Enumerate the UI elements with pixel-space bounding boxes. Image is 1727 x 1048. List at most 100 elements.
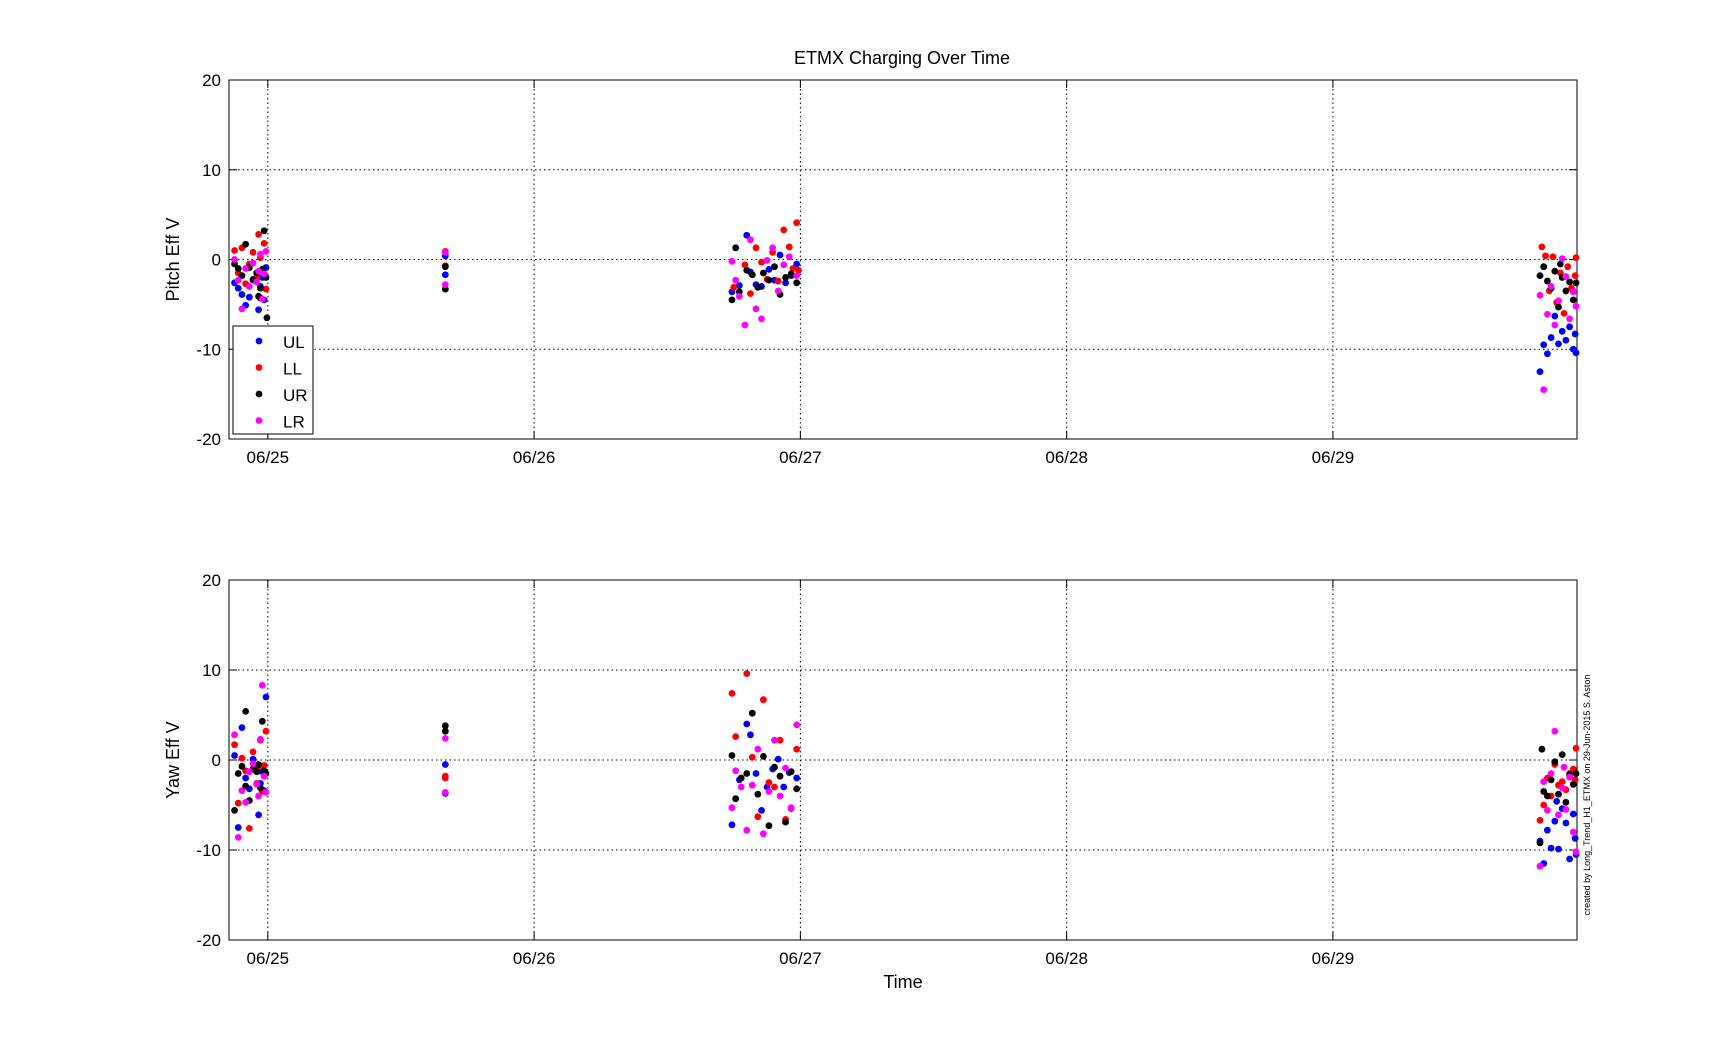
data-point [747, 236, 754, 244]
data-point [1569, 828, 1577, 836]
data-point [735, 292, 743, 300]
y-axis-label: Yaw Eff V [163, 721, 183, 798]
data-point [1569, 296, 1577, 304]
x-tick-label: 06/29 [1312, 448, 1355, 467]
data-point [759, 696, 767, 704]
data-point [785, 253, 793, 261]
data-point [1547, 776, 1555, 784]
data-point [260, 772, 268, 780]
data-point [1572, 744, 1580, 752]
data-point [789, 265, 797, 272]
data-point [735, 282, 743, 289]
data-point [1566, 323, 1574, 331]
data-point [1540, 341, 1548, 349]
data-point [754, 745, 762, 753]
legend-label: UR [283, 386, 308, 405]
data-point [1540, 386, 1548, 394]
y-tick-label: 0 [212, 251, 221, 270]
data-point [1544, 277, 1551, 285]
data-point [1538, 745, 1546, 753]
data-point [441, 248, 449, 256]
data-point [741, 321, 749, 329]
data-point [249, 760, 257, 767]
data-point [238, 762, 246, 770]
data-point [793, 721, 801, 729]
x-axis-label: Time [883, 972, 922, 992]
data-point [793, 272, 801, 280]
data-point [743, 231, 751, 239]
data-point [747, 731, 754, 739]
data-point [765, 779, 773, 786]
data-point [1572, 848, 1580, 856]
data-point [245, 825, 253, 832]
data-point [765, 276, 773, 284]
data-point [776, 772, 784, 780]
data-point [1551, 267, 1559, 275]
data-point [743, 770, 751, 777]
data-point [234, 824, 242, 831]
data-point [1572, 349, 1580, 357]
data-point [787, 270, 795, 278]
data-point [245, 283, 253, 290]
data-point [441, 727, 449, 735]
data-point [769, 244, 777, 252]
data-point [765, 822, 773, 830]
data-point [1536, 368, 1544, 376]
data-point [1551, 727, 1559, 735]
data-point [771, 763, 778, 771]
y-tick-label: -20 [196, 931, 221, 950]
data-point [758, 315, 765, 323]
data-point [1566, 278, 1574, 286]
data-point [780, 226, 788, 234]
data-point [258, 717, 266, 725]
data-point [743, 670, 751, 677]
legend-marker [255, 364, 263, 371]
data-point [763, 256, 771, 264]
data-point [1571, 330, 1579, 338]
data-point [234, 284, 242, 292]
data-point [793, 774, 801, 782]
data-point [1562, 806, 1570, 813]
data-point [1544, 310, 1551, 318]
data-point [728, 804, 736, 812]
y-tick-label: 0 [212, 751, 221, 770]
data-point [441, 722, 449, 730]
data-point [743, 826, 751, 834]
data-point [1553, 798, 1561, 805]
data-point [231, 752, 238, 759]
data-point [255, 761, 262, 768]
series-lr [231, 681, 1580, 870]
data-point [1555, 340, 1562, 348]
data-point [262, 789, 270, 796]
data-point [732, 767, 740, 775]
data-point [1544, 807, 1551, 814]
data-point [231, 741, 238, 749]
y-tick-label: -10 [196, 841, 221, 860]
data-point [245, 293, 253, 301]
data-point [231, 256, 238, 263]
data-point [1555, 811, 1562, 819]
data-point [737, 774, 745, 782]
data-point [795, 266, 802, 274]
data-point [1560, 309, 1568, 317]
data-point [441, 772, 449, 780]
x-tick-label: 06/26 [513, 448, 556, 467]
data-point [1562, 336, 1570, 344]
data-point [748, 709, 756, 717]
data-point [242, 798, 250, 806]
data-point [258, 295, 266, 303]
legend: UL LL UR LR [232, 325, 314, 435]
data-point [258, 681, 266, 689]
data-point [255, 306, 262, 314]
y-tick-label: -20 [196, 430, 221, 449]
data-point [765, 265, 773, 273]
x-tick-label: 06/25 [247, 949, 290, 968]
data-point [260, 239, 268, 247]
data-point [1540, 788, 1548, 795]
data-point [1540, 778, 1548, 785]
data-point [1555, 790, 1562, 798]
data-point [771, 736, 778, 744]
data-point [748, 271, 756, 279]
data-point [1572, 302, 1580, 310]
